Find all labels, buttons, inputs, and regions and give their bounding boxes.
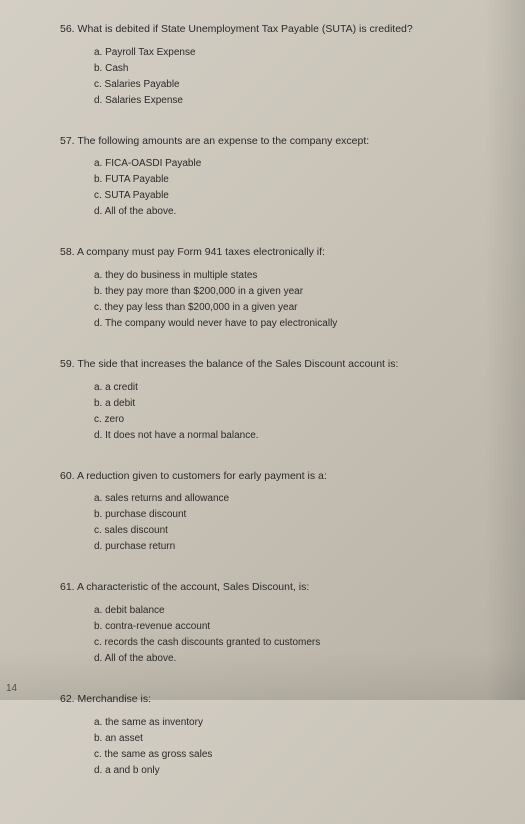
option-b: b. they pay more than $200,000 in a give… [94,284,475,299]
question-56: 56. What is debited if State Unemploymen… [60,22,475,108]
option-d: d. Salaries Expense [94,93,475,108]
question-number: 56. [60,23,75,35]
question-options: a. they do business in multiple states b… [60,268,475,331]
option-b: b. purchase discount [94,507,475,522]
option-a: a. they do business in multiple states [94,268,475,283]
option-d: d. It does not have a normal balance. [94,428,475,443]
option-b: b. an asset [94,731,475,746]
question-options: a. sales returns and allowance b. purcha… [60,491,475,554]
question-60: 60. A reduction given to customers for e… [60,469,475,555]
option-c: c. records the cash discounts granted to… [94,635,475,650]
document-page: 56. What is debited if State Unemploymen… [0,0,525,824]
question-text: A characteristic of the account, Sales D… [77,581,309,593]
question-text: A reduction given to customers for early… [77,470,327,482]
option-d: d. a and b only [94,763,475,778]
question-stem: 61. A characteristic of the account, Sal… [60,580,475,595]
option-c: c. they pay less than $200,000 in a give… [94,300,475,315]
question-stem: 60. A reduction given to customers for e… [60,469,475,484]
option-c: c. the same as gross sales [94,747,475,762]
question-number: 58. [60,246,75,258]
option-b: b. a debit [94,396,475,411]
question-57: 57. The following amounts are an expense… [60,134,475,220]
question-62: 62. Merchandise is: a. the same as inven… [60,692,475,778]
option-a: a. sales returns and allowance [94,491,475,506]
option-c: c. zero [94,412,475,427]
question-options: a. Payroll Tax Expense b. Cash c. Salari… [60,45,475,108]
question-text: Merchandise is: [78,693,152,705]
question-options: a. the same as inventory b. an asset c. … [60,715,475,778]
option-c: c. sales discount [94,523,475,538]
question-stem: 59. The side that increases the balance … [60,357,475,372]
question-number: 57. [60,135,75,147]
option-b: b. contra-revenue account [94,619,475,634]
question-59: 59. The side that increases the balance … [60,357,475,443]
option-b: b. Cash [94,61,475,76]
question-text: A company must pay Form 941 taxes electr… [77,246,325,258]
option-d: d. All of the above. [94,651,475,666]
option-c: c. SUTA Payable [94,188,475,203]
option-a: a. debit balance [94,603,475,618]
question-number: 61. [60,581,75,593]
option-d: d. The company would never have to pay e… [94,316,475,331]
question-58: 58. A company must pay Form 941 taxes el… [60,245,475,331]
option-d: d. purchase return [94,539,475,554]
question-text: What is debited if State Unemployment Ta… [78,23,413,35]
option-a: a. FICA-OASDI Payable [94,156,475,171]
question-stem: 58. A company must pay Form 941 taxes el… [60,245,475,260]
question-options: a. debit balance b. contra-revenue accou… [60,603,475,666]
question-options: a. a credit b. a debit c. zero d. It doe… [60,380,475,443]
option-c: c. Salaries Payable [94,77,475,92]
question-stem: 56. What is debited if State Unemploymen… [60,22,475,37]
page-number: 14 [6,683,17,694]
question-61: 61. A characteristic of the account, Sal… [60,580,475,666]
question-number: 62. [60,693,75,705]
option-a: a. a credit [94,380,475,395]
option-d: d. All of the above. [94,204,475,219]
question-number: 60. [60,470,75,482]
question-text: The following amounts are an expense to … [77,135,369,147]
question-stem: 57. The following amounts are an expense… [60,134,475,149]
option-b: b. FUTA Payable [94,172,475,187]
option-a: a. the same as inventory [94,715,475,730]
question-text: The side that increases the balance of t… [77,358,398,370]
question-number: 59. [60,358,75,370]
question-options: a. FICA-OASDI Payable b. FUTA Payable c.… [60,156,475,219]
option-a: a. Payroll Tax Expense [94,45,475,60]
question-stem: 62. Merchandise is: [60,692,475,707]
